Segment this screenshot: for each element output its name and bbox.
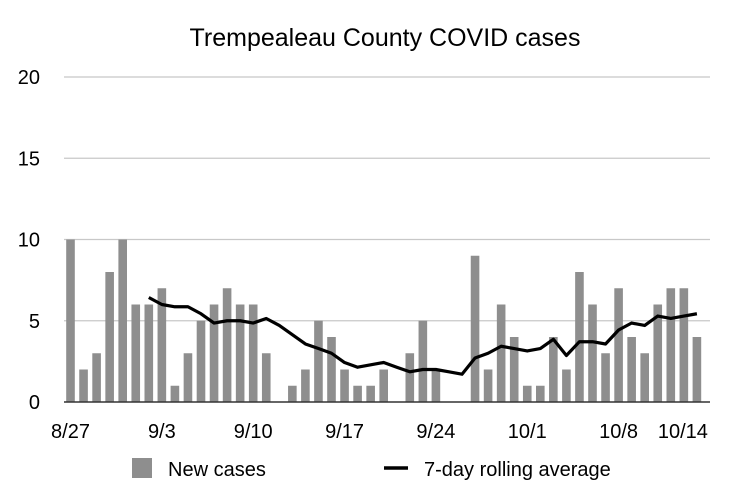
bar xyxy=(288,385,297,402)
y-axis-ticks: 0 5 10 15 20 xyxy=(18,67,40,414)
bar xyxy=(196,320,206,402)
bar xyxy=(470,255,480,402)
bar xyxy=(301,369,310,402)
legend: New cases 7-day rolling average xyxy=(132,458,611,481)
y-tick-label: 5 xyxy=(29,311,40,333)
bar xyxy=(183,353,193,402)
bar xyxy=(327,337,336,402)
x-tick-label: 9/24 xyxy=(416,421,455,443)
bar xyxy=(483,369,493,402)
bar xyxy=(235,304,245,402)
x-tick-label: 9/10 xyxy=(234,421,273,443)
bar xyxy=(105,272,114,402)
bar xyxy=(418,320,428,402)
x-tick-label: 8/27 xyxy=(51,421,90,443)
bar xyxy=(79,369,88,402)
y-tick-label: 15 xyxy=(18,148,40,170)
x-axis-ticks: 8/27 9/3 9/10 9/17 9/24 10/1 10/8 10/14 xyxy=(51,421,708,443)
bar xyxy=(614,288,623,402)
legend-label-rolling-average: 7-day rolling average xyxy=(424,459,611,481)
bar xyxy=(261,353,271,402)
legend-label-new-cases: New cases xyxy=(168,459,266,481)
bar xyxy=(157,288,167,402)
bar xyxy=(627,337,636,402)
bar xyxy=(666,288,676,402)
bar xyxy=(353,385,362,402)
bar xyxy=(653,304,663,402)
y-tick-label: 20 xyxy=(18,67,40,89)
bar xyxy=(679,288,689,402)
bar xyxy=(431,369,441,402)
bar xyxy=(92,353,101,402)
x-tick-label: 10/1 xyxy=(508,421,547,443)
chart-title: Trempealeau County COVID cases xyxy=(190,24,581,52)
bar-series-new-cases xyxy=(66,239,702,402)
x-tick-label: 9/17 xyxy=(325,421,364,443)
bar xyxy=(536,385,545,402)
x-tick-label: 10/14 xyxy=(658,421,708,443)
bar xyxy=(575,272,584,402)
bar xyxy=(314,320,323,402)
y-tick-label: 0 xyxy=(29,392,40,414)
gridlines xyxy=(64,76,710,322)
bar xyxy=(522,385,532,402)
bar xyxy=(549,337,558,402)
bar xyxy=(248,304,258,402)
bar xyxy=(405,353,415,402)
bar xyxy=(640,353,649,402)
bar xyxy=(340,369,349,402)
bar xyxy=(131,304,141,402)
x-tick-label: 9/3 xyxy=(148,421,176,443)
bar xyxy=(496,304,506,402)
bar xyxy=(588,304,597,402)
bar xyxy=(366,385,375,402)
bar xyxy=(222,288,232,402)
y-tick-label: 10 xyxy=(18,230,40,252)
bar xyxy=(209,304,219,402)
legend-swatch-new-cases xyxy=(132,458,152,478)
bar xyxy=(509,337,519,402)
x-tick-label: 10/8 xyxy=(599,421,638,443)
bar xyxy=(562,369,571,402)
bar xyxy=(66,239,75,402)
bar xyxy=(601,353,610,402)
line-series-rolling-average xyxy=(148,296,698,376)
bar xyxy=(692,337,702,402)
bar xyxy=(144,304,154,402)
rolling-average-line xyxy=(148,296,698,376)
bar xyxy=(379,369,388,402)
bar xyxy=(170,385,180,402)
bar xyxy=(118,239,127,402)
